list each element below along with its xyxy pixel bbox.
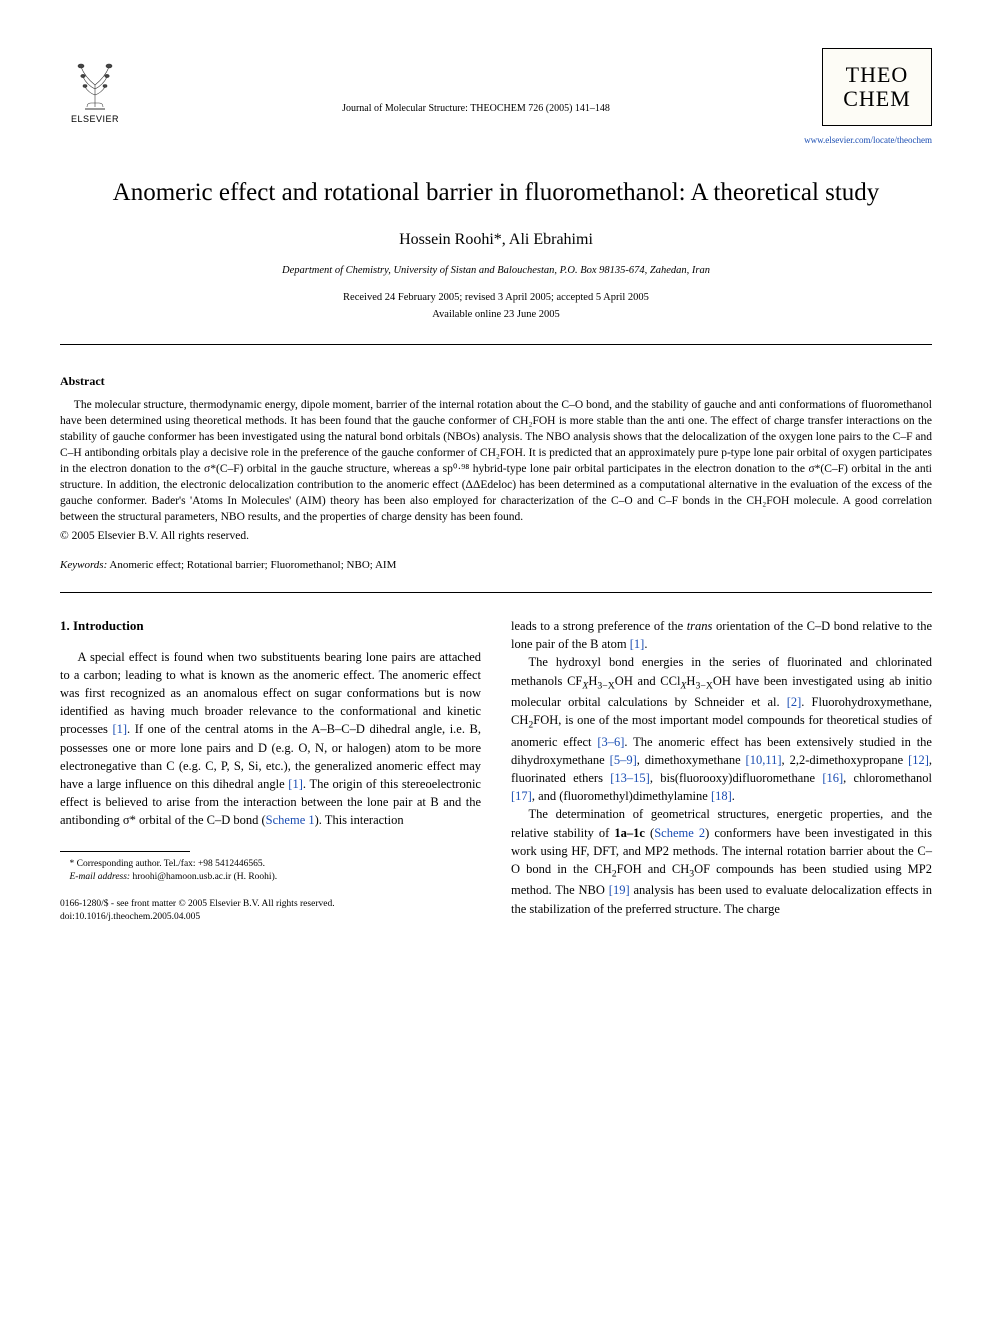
ref-link[interactable]: [17] [511, 789, 532, 803]
ref-link[interactable]: [2] [787, 695, 802, 709]
text: , chloromethanol [843, 771, 932, 785]
text: . [732, 789, 735, 803]
text: . [644, 637, 647, 651]
text: , bis(fluorooxy)difluoromethane [650, 771, 823, 785]
footnote-separator [60, 851, 190, 852]
journal-logo-line2: CHEM [843, 86, 911, 111]
doi-line: doi:10.1016/j.theochem.2005.04.005 [60, 911, 481, 924]
journal-url-link[interactable]: www.elsevier.com/locate/theochem [804, 135, 932, 145]
ref-link[interactable]: [10,11] [746, 753, 782, 767]
divider [60, 344, 932, 345]
intro-heading: 1. Introduction [60, 617, 481, 636]
bold-1a1c: 1a–1c [614, 826, 645, 840]
scheme-link[interactable]: Scheme 1 [266, 813, 315, 827]
ref-link[interactable]: [1] [288, 777, 303, 791]
issn-line: 0166-1280/$ - see front matter © 2005 El… [60, 898, 481, 911]
copyright: © 2005 Elsevier B.V. All rights reserved… [60, 528, 932, 545]
column-right: leads to a strong preference of the tran… [511, 617, 932, 923]
text: ( [645, 826, 654, 840]
journal-reference: Journal of Molecular Structure: THEOCHEM… [130, 48, 822, 117]
email-label: E-mail address: [70, 872, 131, 882]
journal-logo-container: THEO CHEM [822, 48, 932, 126]
italic-trans: trans [687, 619, 713, 633]
sub-3mx: 3−X [597, 680, 614, 691]
authors: Hossein Roohi*, Ali Ebrahimi [60, 228, 932, 251]
column-left: 1. Introduction A special effect is foun… [60, 617, 481, 923]
abstract-body: The molecular structure, thermodynamic e… [60, 399, 932, 524]
sub-3mx: 3−X [695, 680, 712, 691]
text: , and (fluoromethyl)dimethylamine [532, 789, 711, 803]
journal-url[interactable]: www.elsevier.com/locate/theochem [60, 134, 932, 147]
keywords-label: Keywords: [60, 559, 107, 571]
journal-logo-text: THEO CHEM [843, 63, 911, 111]
header-row: ELSEVIER Journal of Molecular Structure:… [60, 48, 932, 126]
intro-paragraph-2: The hydroxyl bond energies in the series… [511, 653, 932, 805]
text: FOH and CH [617, 862, 690, 876]
online-date: Available online 23 June 2005 [60, 307, 932, 322]
article-title: Anomeric effect and rotational barrier i… [100, 177, 892, 210]
journal-logo-line1: THEO [846, 62, 909, 87]
email-footnote: E-mail address: hroohi@hamoon.usb.ac.ir … [60, 871, 481, 884]
intro-paragraph-1-cont: leads to a strong preference of the tran… [511, 617, 932, 653]
abstract-text: The molecular structure, thermodynamic e… [60, 397, 932, 526]
ref-link[interactable]: [1] [112, 722, 127, 736]
ref-link[interactable]: [13–15] [610, 771, 650, 785]
section-divider [60, 592, 932, 593]
publisher-logo: ELSEVIER [60, 48, 130, 126]
corresponding-author-footnote: * Corresponding author. Tel./fax: +98 54… [60, 858, 481, 871]
text: OH and CCl [615, 674, 681, 688]
keywords-values: Anomeric effect; Rotational barrier; Flu… [107, 559, 396, 571]
email-value: hroohi@hamoon.usb.ac.ir (H. Roohi). [130, 872, 277, 882]
text: , 2,2-dimethoxypropane [782, 753, 909, 767]
text: , dimethoxymethane [637, 753, 746, 767]
ref-link[interactable]: [1] [630, 637, 645, 651]
keywords-row: Keywords: Anomeric effect; Rotational ba… [60, 558, 932, 574]
ref-link[interactable]: [18] [711, 789, 732, 803]
publisher-name: ELSEVIER [71, 113, 119, 126]
abstract-heading: Abstract [60, 373, 932, 390]
intro-paragraph-1: A special effect is found when two subst… [60, 648, 481, 829]
ref-link[interactable]: [19] [609, 883, 630, 897]
affiliation: Department of Chemistry, University of S… [60, 263, 932, 278]
elsevier-tree-icon [67, 55, 123, 111]
ref-link[interactable]: [3–6] [597, 735, 624, 749]
ref-link[interactable]: [12] [908, 753, 929, 767]
text: ). This interaction [315, 813, 404, 827]
body-columns: 1. Introduction A special effect is foun… [60, 617, 932, 923]
text: leads to a strong preference of the [511, 619, 687, 633]
ref-link[interactable]: [5–9] [610, 753, 637, 767]
received-dates: Received 24 February 2005; revised 3 Apr… [60, 290, 932, 305]
scheme-link[interactable]: Scheme 2 [654, 826, 705, 840]
journal-logo-box: THEO CHEM [822, 48, 932, 126]
ref-link[interactable]: [16] [822, 771, 843, 785]
intro-paragraph-3: The determination of geometrical structu… [511, 805, 932, 917]
